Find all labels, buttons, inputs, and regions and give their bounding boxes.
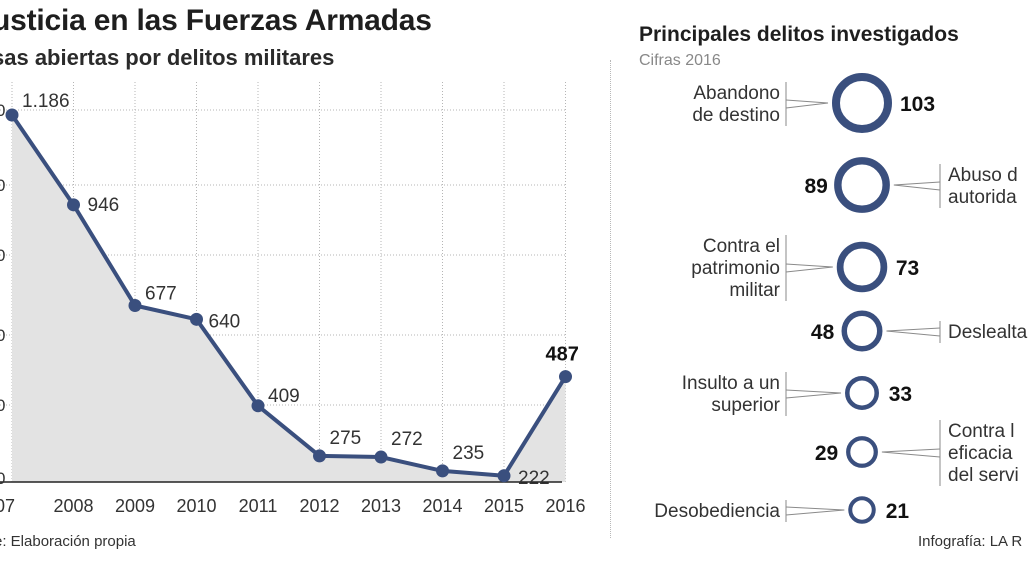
- ring-mark: [846, 436, 878, 468]
- data-point: [313, 449, 326, 463]
- x-tick-label: 2009: [115, 496, 155, 516]
- data-label: 640: [209, 311, 241, 332]
- data-label: 677: [145, 283, 177, 304]
- category-label: Contra l: [948, 421, 1015, 442]
- x-tick-label: 2016: [545, 496, 585, 516]
- data-point: [497, 469, 511, 483]
- data-point: [128, 298, 142, 312]
- offense-item: 48 Deslealta: [811, 310, 1028, 352]
- leader-line: [785, 266, 833, 273]
- ring-mark: [845, 376, 879, 410]
- source-note: e: Elaboración propia: [0, 533, 136, 550]
- leader-line: [893, 184, 941, 191]
- category-label: de destino: [692, 105, 780, 126]
- x-tick-label: 2008: [53, 496, 93, 516]
- category-label: Insulto a un: [682, 373, 780, 394]
- area-fill: [12, 115, 566, 482]
- data-label: 272: [391, 429, 423, 450]
- chart-title: usticia en las Fuerzas Armadas: [0, 4, 432, 37]
- leader-line: [785, 102, 829, 109]
- x-tick-label: 2014: [422, 496, 462, 516]
- y-tick-label: 0: [0, 246, 5, 265]
- leader-line: [785, 263, 833, 268]
- value-label: 48: [811, 321, 835, 344]
- category-label: Abuso d: [948, 165, 1018, 186]
- leader-line: [785, 389, 842, 394]
- value-label: 73: [896, 257, 919, 280]
- category-label: Deslealta: [948, 322, 1028, 343]
- offenses-title: Principales delitos investigados: [639, 23, 959, 46]
- category-label: Abandono: [693, 83, 780, 104]
- category-label: autorida: [948, 187, 1017, 208]
- data-label: 235: [453, 443, 485, 464]
- leader-line: [886, 330, 941, 337]
- y-tick-label: 0: [0, 326, 5, 345]
- category-label: superior: [711, 395, 780, 416]
- ring-mark: [848, 496, 876, 524]
- category-label: Contra el: [703, 236, 780, 257]
- value-label: 89: [804, 175, 827, 198]
- value-label: 33: [889, 383, 912, 406]
- panel-divider: [610, 60, 611, 538]
- data-point: [559, 370, 572, 384]
- leader-line: [886, 327, 941, 332]
- y-tick-label: 0: [0, 469, 5, 488]
- category-label: patrimonio: [691, 258, 780, 279]
- value-label: 103: [900, 93, 935, 116]
- category-label: eficacia: [948, 443, 1013, 464]
- value-label: 21: [886, 500, 910, 523]
- y-tick-label: 0: [0, 396, 5, 415]
- leader-line: [785, 509, 845, 516]
- x-tick-label: 2012: [299, 496, 339, 516]
- x-tick-label: 2010: [176, 496, 216, 516]
- offenses-subtitle: Cifras 2016: [639, 52, 721, 69]
- series-line: [10, 113, 568, 478]
- ring-mark: [834, 157, 890, 213]
- x-tick-label: 2011: [239, 496, 278, 516]
- data-point: [5, 108, 19, 122]
- leader-line: [893, 181, 941, 186]
- data-label: 409: [268, 386, 300, 407]
- category-label: Desobediencia: [654, 501, 780, 522]
- x-tick-label: 007: [0, 496, 15, 516]
- credit-note: Infografía: LA R: [918, 533, 1023, 550]
- data-label: 222: [518, 468, 550, 489]
- category-label: del servi: [948, 465, 1019, 486]
- value-label: 29: [815, 442, 838, 465]
- leader-line: [785, 99, 829, 104]
- chart-subtitle: sas abiertas por delitos militares: [0, 45, 335, 70]
- data-point: [251, 399, 265, 413]
- data-label: 275: [330, 428, 362, 449]
- leader-line: [785, 506, 845, 511]
- ring-mark: [832, 73, 892, 133]
- ring-mark: [841, 310, 883, 352]
- data-label: 487: [546, 344, 579, 366]
- y-tick-label: 0: [0, 101, 5, 120]
- y-tick-label: 0: [0, 176, 5, 195]
- category-label: militar: [729, 280, 780, 301]
- data-label: 1.186: [22, 91, 70, 112]
- leader-line: [881, 448, 941, 453]
- offense-item: 21 Desobediencia: [654, 496, 910, 524]
- leader-line: [785, 392, 842, 399]
- line-chart: 0 0 0 0 0 0 1.186 946 677 640 409 275 272 235 222 487 00…: [0, 82, 586, 516]
- data-point: [436, 464, 449, 478]
- data-label: 946: [88, 195, 120, 216]
- x-tick-label: 2013: [361, 496, 401, 516]
- data-point: [67, 198, 80, 212]
- data-point: [190, 312, 203, 326]
- ring-mark: [836, 241, 888, 293]
- leader-line: [881, 451, 941, 458]
- data-point: [374, 450, 388, 464]
- x-tick-label: 2015: [484, 496, 524, 516]
